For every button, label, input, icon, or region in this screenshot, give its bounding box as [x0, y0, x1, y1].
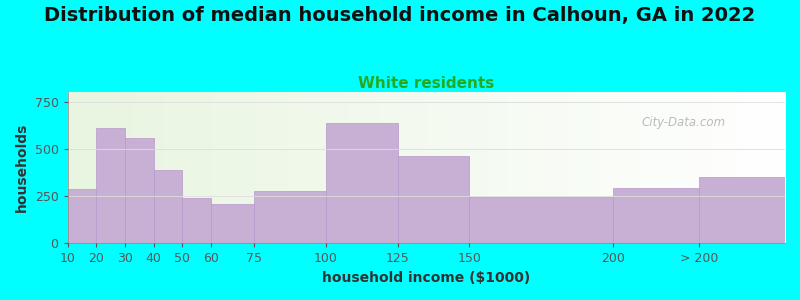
Bar: [67, 189, 96, 243]
Bar: [125, 137, 154, 243]
Bar: [211, 204, 254, 243]
Bar: [154, 170, 182, 243]
Bar: [398, 156, 470, 243]
Bar: [470, 197, 613, 243]
Bar: [254, 191, 326, 243]
X-axis label: household income ($1000): household income ($1000): [322, 271, 530, 285]
Bar: [613, 188, 699, 243]
Bar: [699, 177, 785, 243]
Bar: [96, 128, 125, 243]
Text: City-Data.com: City-Data.com: [642, 116, 726, 129]
Title: White residents: White residents: [358, 76, 494, 91]
Bar: [182, 198, 211, 243]
Bar: [326, 123, 398, 243]
Text: Distribution of median household income in Calhoun, GA in 2022: Distribution of median household income …: [44, 6, 756, 25]
Y-axis label: households: households: [15, 123, 29, 212]
